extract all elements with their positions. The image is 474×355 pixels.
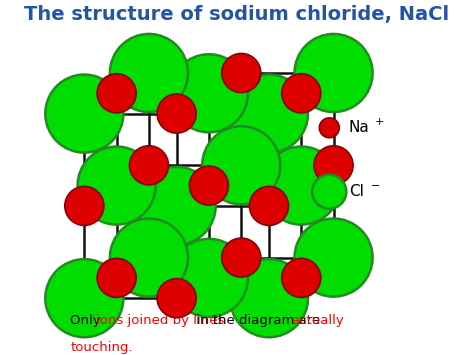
- Circle shape: [65, 186, 104, 225]
- Circle shape: [222, 238, 261, 277]
- Circle shape: [282, 74, 321, 113]
- Circle shape: [282, 258, 321, 297]
- Circle shape: [129, 146, 168, 185]
- Text: in the diagram are: in the diagram are: [192, 314, 325, 327]
- Text: −: −: [371, 181, 381, 191]
- Circle shape: [110, 34, 188, 112]
- Text: Only: Only: [70, 314, 105, 327]
- Circle shape: [319, 118, 339, 138]
- Circle shape: [230, 259, 308, 337]
- Circle shape: [97, 258, 136, 297]
- Circle shape: [110, 219, 188, 297]
- Circle shape: [230, 75, 308, 153]
- Text: Cl: Cl: [349, 184, 364, 199]
- Circle shape: [97, 74, 136, 113]
- Circle shape: [46, 75, 123, 153]
- Circle shape: [262, 147, 340, 225]
- Text: +: +: [374, 118, 384, 127]
- Circle shape: [222, 54, 261, 93]
- Circle shape: [190, 166, 228, 205]
- Circle shape: [312, 175, 346, 209]
- Text: The structure of sodium chloride, NaCl: The structure of sodium chloride, NaCl: [25, 5, 449, 24]
- Circle shape: [170, 239, 248, 317]
- Circle shape: [202, 126, 280, 204]
- Circle shape: [157, 94, 196, 133]
- Circle shape: [157, 279, 196, 318]
- Circle shape: [294, 34, 373, 112]
- Circle shape: [78, 147, 155, 225]
- Text: actually: actually: [292, 314, 345, 327]
- Text: touching.: touching.: [70, 341, 133, 354]
- Text: ions joined by lines: ions joined by lines: [96, 314, 225, 327]
- Circle shape: [46, 259, 123, 337]
- Circle shape: [314, 146, 353, 185]
- Circle shape: [294, 219, 373, 297]
- Text: Na: Na: [349, 120, 370, 135]
- Circle shape: [249, 186, 289, 225]
- Circle shape: [170, 54, 248, 132]
- Circle shape: [137, 167, 216, 245]
